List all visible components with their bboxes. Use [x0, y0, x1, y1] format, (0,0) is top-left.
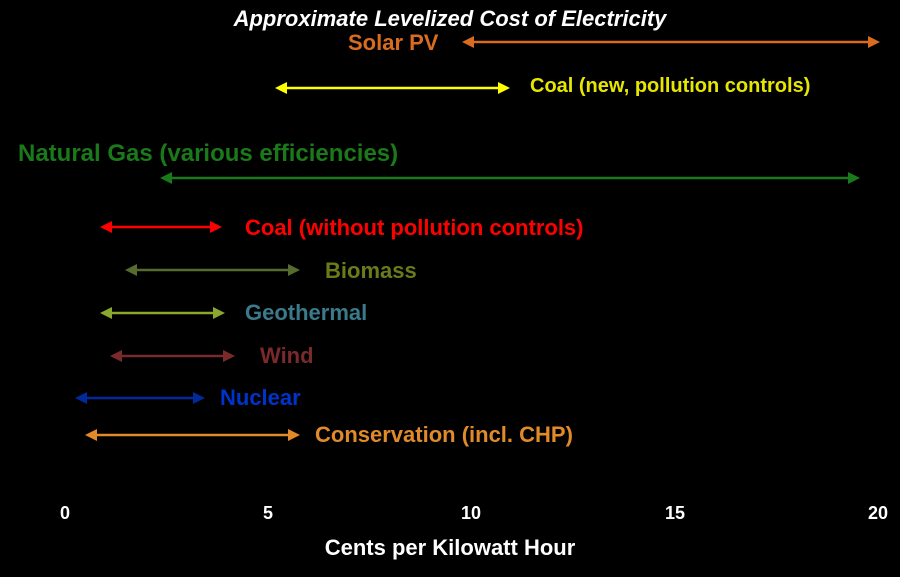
- range-arrow-geothermal: [100, 306, 225, 320]
- range-arrow-coal-no-controls: [100, 220, 222, 234]
- axis-tick-10: 10: [461, 503, 481, 524]
- range-arrow-biomass: [125, 263, 300, 277]
- range-arrow-wind: [110, 349, 235, 363]
- series-label-solar-pv: Solar PV: [348, 30, 438, 56]
- axis-tick-15: 15: [665, 503, 685, 524]
- series-label-coal-no-controls: Coal (without pollution controls): [245, 215, 584, 241]
- axis-caption: Cents per Kilowatt Hour: [0, 535, 900, 561]
- axis-tick-5: 5: [263, 503, 273, 524]
- series-label-nuclear: Nuclear: [220, 385, 301, 411]
- series-label-biomass: Biomass: [325, 258, 417, 284]
- range-arrow-solar-pv: [462, 35, 880, 49]
- chart-title: Approximate Levelized Cost of Electricit…: [0, 6, 900, 32]
- series-label-wind: Wind: [260, 343, 314, 369]
- range-arrow-conservation: [85, 428, 300, 442]
- series-label-geothermal: Geothermal: [245, 300, 367, 326]
- range-arrow-natural-gas: [160, 171, 860, 185]
- axis-tick-20: 20: [868, 503, 888, 524]
- series-label-conservation: Conservation (incl. CHP): [315, 422, 573, 448]
- series-label-natural-gas: Natural Gas (various efficiencies): [18, 140, 398, 168]
- range-arrow-coal-new-controls: [275, 81, 510, 95]
- axis-tick-0: 0: [60, 503, 70, 524]
- series-label-coal-new-controls: Coal (new, pollution controls): [530, 75, 810, 98]
- cost-range-chart: { "canvas": {"width": 900, "height": 577…: [0, 0, 900, 577]
- range-arrow-nuclear: [75, 391, 205, 405]
